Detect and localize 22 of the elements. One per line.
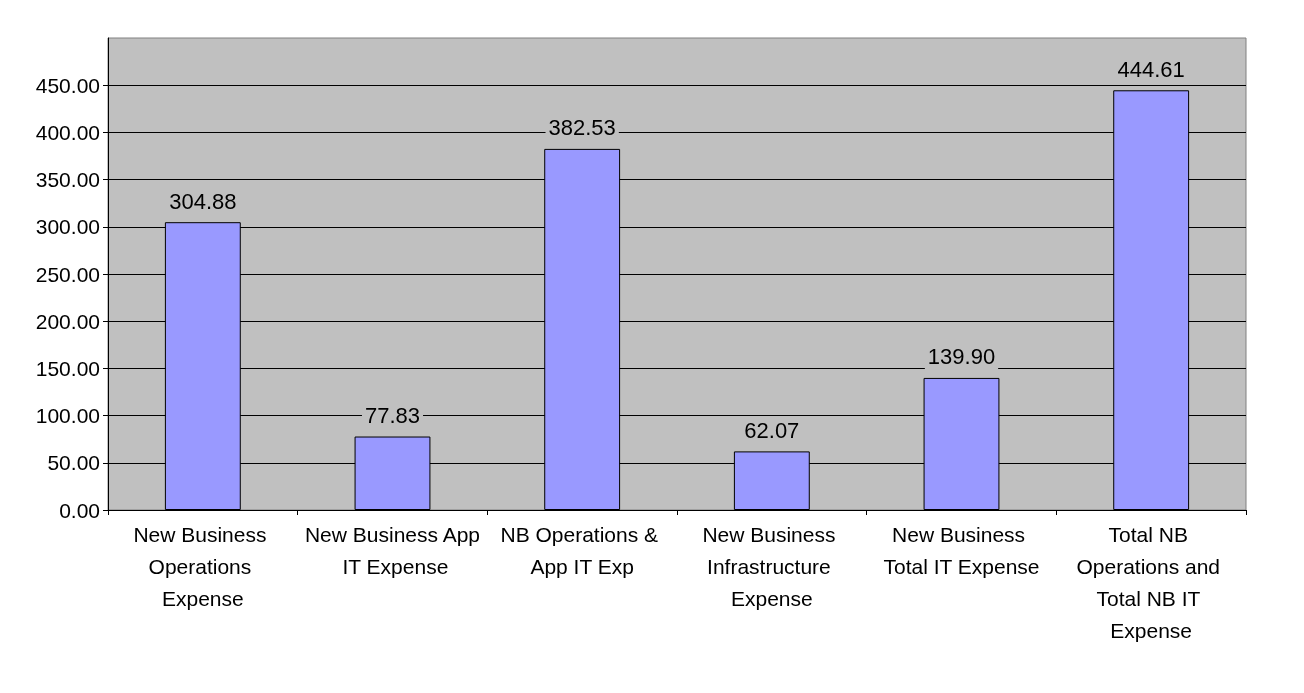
data-label: 382.53 <box>548 115 616 141</box>
y-tick-label: 100.00 <box>35 404 100 428</box>
y-tick-label: 450.00 <box>35 73 100 97</box>
y-tick-label: 0.00 <box>59 498 100 522</box>
y-tick-label: 400.00 <box>35 120 100 144</box>
x-tick-label: New Business Total IT Expense <box>883 522 1040 578</box>
data-label: 139.90 <box>927 344 996 370</box>
x-tick-label: NB Operations & App IT Exp <box>500 522 664 578</box>
y-tick-label: 250.00 <box>35 262 100 286</box>
y-tick-label: 350.00 <box>35 168 100 192</box>
y-tick-label: 300.00 <box>35 215 100 239</box>
data-label: 62.07 <box>744 417 800 443</box>
data-label: 444.61 <box>1117 56 1185 82</box>
x-tick-label: New Business Infrastructure Expense <box>702 522 842 610</box>
x-tick-label: New Business Operations Expense <box>133 522 273 610</box>
x-tick-label: New Business App IT Expense <box>304 522 481 578</box>
x-tick-label: Total NB Operations and Total NB IT Expense <box>1076 522 1226 642</box>
data-label: 77.83 <box>364 403 421 429</box>
data-label: 304.88 <box>169 188 237 214</box>
y-tick-label: 200.00 <box>35 309 100 333</box>
y-tick-label: 50.00 <box>47 451 100 475</box>
y-tick-label: 150.00 <box>35 356 100 380</box>
